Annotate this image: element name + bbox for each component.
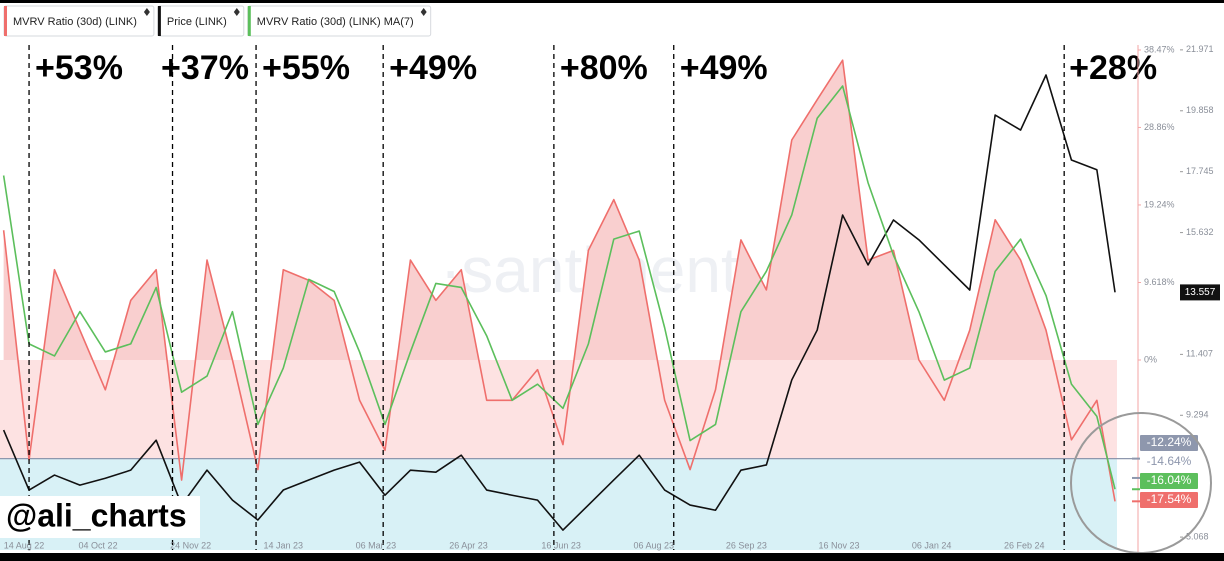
legend-item: Price (LINK) [157, 5, 245, 37]
legend-text: MVRV Ratio (30d) (LINK) MA(7) [257, 16, 414, 28]
annotation: +49% [680, 49, 768, 87]
x-tick-label: 04 Oct 22 [79, 540, 118, 550]
legend-item: MVRV Ratio (30d) (LINK) [3, 5, 155, 37]
y2-tick-label: 5.068 [1186, 531, 1209, 541]
annotation: +55% [262, 49, 350, 87]
annotation: +49% [389, 49, 477, 87]
y2-tick-label: 21.971 [1186, 44, 1214, 54]
annotation: +80% [560, 49, 648, 87]
legend-icon [420, 8, 427, 16]
series-line [2, 59, 1116, 502]
credit: @ali_charts [6, 497, 187, 533]
x-tick-label: 06 Jan 24 [912, 540, 952, 550]
y-tick-label: 0% [1144, 354, 1157, 364]
y-tick-label: 9.618% [1144, 277, 1175, 287]
marker-box [1140, 454, 1198, 470]
legend: MVRV Ratio (30d) (LINK) Price (LINK) MVRV … [3, 5, 432, 37]
marker-box [1140, 492, 1198, 508]
marker-label: -16.04% [1147, 473, 1192, 487]
x-tick-label: 16 Nov 23 [818, 540, 859, 550]
axes: 14 Aug 22 04 Oct 22 24 Nov 22 14 Jan 23 06 M… [4, 44, 1220, 550]
top-border [0, 0, 1224, 3]
x-tick-label: 14 Jan 23 [264, 540, 304, 550]
price-marker-box [1180, 284, 1220, 301]
annotation: +37% [161, 49, 249, 87]
legend-swatch [247, 6, 251, 36]
band [0, 359, 1117, 459]
series-line [2, 85, 1116, 490]
legend-item: MVRV Ratio (30d) (LINK) MA(7) [247, 5, 432, 37]
marker-label: -17.54% [1147, 492, 1192, 506]
legend-text: Price (LINK) [167, 16, 227, 28]
legend-swatch [157, 6, 161, 36]
plot: +53% +37% +55% +49% +80% +49% +28% [2, 45, 1157, 550]
marker-label: -12.24% [1147, 435, 1192, 449]
y2-tick-label: 19.858 [1186, 105, 1214, 115]
x-tick-label: 06 Mar 23 [356, 540, 397, 550]
annotation: +53% [35, 49, 123, 87]
bottom-border [0, 553, 1224, 561]
series-line [2, 74, 1116, 531]
y2-tick-label: 15.632 [1186, 227, 1214, 237]
marker-label: -14.64% [1147, 454, 1192, 468]
y-tick-label: 28.86% [1144, 122, 1175, 132]
legend-icon [233, 8, 240, 16]
x-tick-label: 24 Nov 22 [170, 540, 211, 550]
y2-tick-label: 9.294 [1186, 410, 1209, 420]
legend-text: MVRV Ratio (30d) (LINK) [13, 16, 137, 28]
y2-tick-label: 17.745 [1186, 166, 1214, 176]
marker-box [1140, 435, 1198, 451]
y2-tick-label: 11.407 [1186, 349, 1213, 359]
y-tick-label: 38.47% [1144, 44, 1175, 54]
legend-icon [143, 8, 150, 16]
x-tick-label: 14 Aug 22 [4, 540, 45, 550]
x-tick-label: 26 Apr 23 [449, 540, 488, 550]
marker-box [1140, 473, 1198, 489]
annotation: +28% [1069, 49, 1157, 87]
credit-box [0, 496, 200, 538]
x-tick-label: 16 Jun 23 [541, 540, 581, 550]
y-tick-label: 19.24% [1144, 199, 1175, 209]
x-tick-label: 26 Feb 24 [1004, 540, 1045, 550]
x-tick-label: 26 Sep 23 [726, 540, 767, 550]
price-marker-label: 13.557 [1185, 287, 1216, 298]
legend-swatch [4, 6, 7, 36]
x-tick-label: 06 Aug 23 [633, 540, 674, 550]
